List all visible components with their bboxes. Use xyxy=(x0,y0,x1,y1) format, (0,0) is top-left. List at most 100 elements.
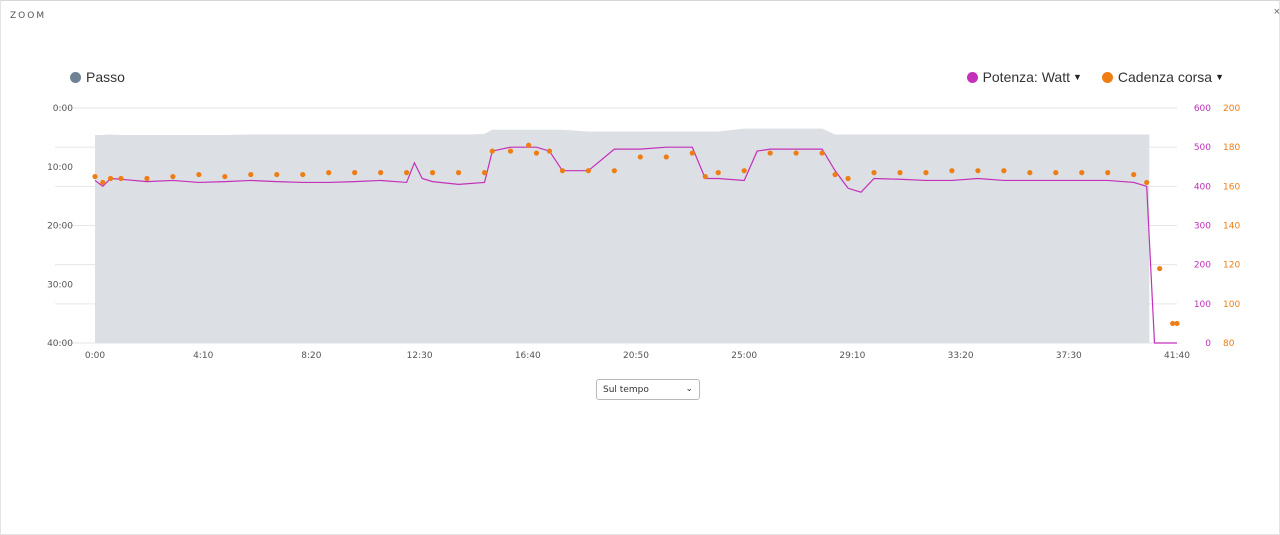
cadence-point xyxy=(429,170,436,176)
legend-label-pace: Passo xyxy=(86,69,125,85)
y-tick-label-cadence: 140 xyxy=(1223,222,1240,232)
legend-item-cadence[interactable]: Cadenza corsa ▼ xyxy=(1101,69,1224,85)
cadence-point xyxy=(118,175,124,182)
cadence-point xyxy=(1053,170,1059,176)
y-tick-label-power: 100 xyxy=(1194,300,1211,310)
x-tick-label: 4:10 xyxy=(193,351,213,361)
pace-dot-icon xyxy=(70,71,81,83)
cadence-point xyxy=(871,170,877,176)
cadence-point xyxy=(611,168,617,174)
cadence-point xyxy=(1079,170,1085,176)
cadence-point xyxy=(702,173,708,180)
cadence-point xyxy=(404,170,410,176)
cadence-point xyxy=(923,170,929,176)
cadence-point xyxy=(92,173,98,180)
legend-label-cadence: Cadenza corsa xyxy=(1117,69,1213,85)
power-dot-icon xyxy=(966,71,978,83)
y-tick-label-power: 400 xyxy=(1194,182,1211,192)
y-tick-label-cadence: 180 xyxy=(1223,143,1240,153)
cadence-point xyxy=(378,170,384,176)
y-tick-label-power: 300 xyxy=(1194,222,1211,232)
y-tick-label-pace: 20:00 xyxy=(47,222,73,232)
cadence-point xyxy=(100,179,106,186)
cadence-point xyxy=(170,173,176,180)
panel-title: ZOOM xyxy=(10,11,47,21)
cadence-point xyxy=(489,148,495,154)
cadence-point xyxy=(1144,179,1150,186)
cadence-point xyxy=(533,150,540,156)
cadence-point xyxy=(819,150,825,156)
cadence-point xyxy=(300,171,306,178)
legend-item-pace[interactable]: Passo xyxy=(70,69,125,85)
x-tick-label: 8:20 xyxy=(301,351,321,361)
cadence-point xyxy=(196,171,202,178)
x-tick-label: 12:30 xyxy=(407,351,433,361)
cadence-point xyxy=(793,150,799,156)
y-tick-label-pace: 0:00 xyxy=(53,104,73,114)
y-tick-label-cadence: 160 xyxy=(1223,182,1240,192)
x-tick-label: 29:10 xyxy=(839,351,865,361)
close-icon[interactable]: × xyxy=(1273,6,1280,18)
y-tick-label-pace: 30:00 xyxy=(47,280,73,290)
y-tick-label-pace: 10:00 xyxy=(47,163,73,173)
cadence-point xyxy=(559,168,566,174)
x-tick-label: 37:30 xyxy=(1056,351,1082,361)
y-tick-label-power: 0 xyxy=(1205,339,1211,349)
legend-left: Passo xyxy=(70,69,125,85)
cadence-point xyxy=(352,170,358,176)
y-tick-label-cadence: 120 xyxy=(1223,261,1240,271)
cadence-point xyxy=(663,154,669,160)
series-pace-area xyxy=(95,128,1150,343)
legend-right: Potenza: Watt ▼ Cadenza corsa ▼ xyxy=(966,69,1224,85)
cadence-point xyxy=(455,170,462,176)
cadence-point xyxy=(832,171,838,178)
y-tick-label-cadence: 80 xyxy=(1223,339,1235,349)
cadence-point xyxy=(526,142,532,148)
cadence-point xyxy=(767,150,773,156)
x-tick-label: 0:00 xyxy=(85,351,105,361)
legend-item-power[interactable]: Potenza: Watt ▼ xyxy=(966,69,1082,85)
cadence-point xyxy=(585,168,591,174)
cadence-point xyxy=(715,170,721,176)
cadence-point xyxy=(1105,170,1111,176)
legend-label-power: Potenza: Watt xyxy=(982,69,1070,85)
cadence-point xyxy=(897,170,903,176)
cadence-point xyxy=(144,175,150,182)
chevron-down-icon: ⌄ xyxy=(685,384,693,394)
cadence-point xyxy=(222,173,228,180)
cadence-point xyxy=(481,170,488,176)
cadence-point xyxy=(1170,320,1176,327)
x-tick-label: 33:20 xyxy=(948,351,974,361)
cadence-point xyxy=(845,175,851,182)
x-tick-label: 16:40 xyxy=(515,351,541,361)
y-tick-label-power: 200 xyxy=(1194,261,1211,271)
cadence-point xyxy=(1027,170,1033,176)
series-power-line xyxy=(94,146,1177,344)
cadence-point xyxy=(107,175,114,182)
cadence-point xyxy=(1174,320,1180,327)
cadence-point xyxy=(1131,171,1137,178)
caret-down-icon[interactable]: ▼ xyxy=(1072,72,1082,82)
cadence-point xyxy=(637,154,643,160)
y-tick-label-pace: 40:00 xyxy=(47,339,73,349)
cadence-point xyxy=(1157,265,1163,272)
cadence-point xyxy=(689,150,695,156)
cadence-point xyxy=(975,168,981,174)
x-mode-select[interactable]: Sul tempo ⌄ xyxy=(596,379,700,400)
y-tick-label-cadence: 200 xyxy=(1223,104,1240,114)
y-tick-label-power: 600 xyxy=(1194,104,1211,114)
x-tick-label: 20:50 xyxy=(623,351,649,361)
x-mode-selected: Sul tempo xyxy=(603,384,649,395)
cadence-point xyxy=(248,171,254,178)
cadence-point xyxy=(949,168,955,174)
cadence-point xyxy=(1001,168,1007,174)
cadence-point xyxy=(546,148,553,154)
caret-down-icon[interactable]: ▼ xyxy=(1215,72,1224,82)
y-tick-label-cadence: 100 xyxy=(1223,300,1240,310)
cadence-point xyxy=(507,148,514,154)
cadence-point xyxy=(326,170,332,176)
x-tick-label: 25:00 xyxy=(731,351,757,361)
y-tick-label-power: 500 xyxy=(1194,143,1211,153)
x-tick-label: 41:40 xyxy=(1164,351,1190,361)
